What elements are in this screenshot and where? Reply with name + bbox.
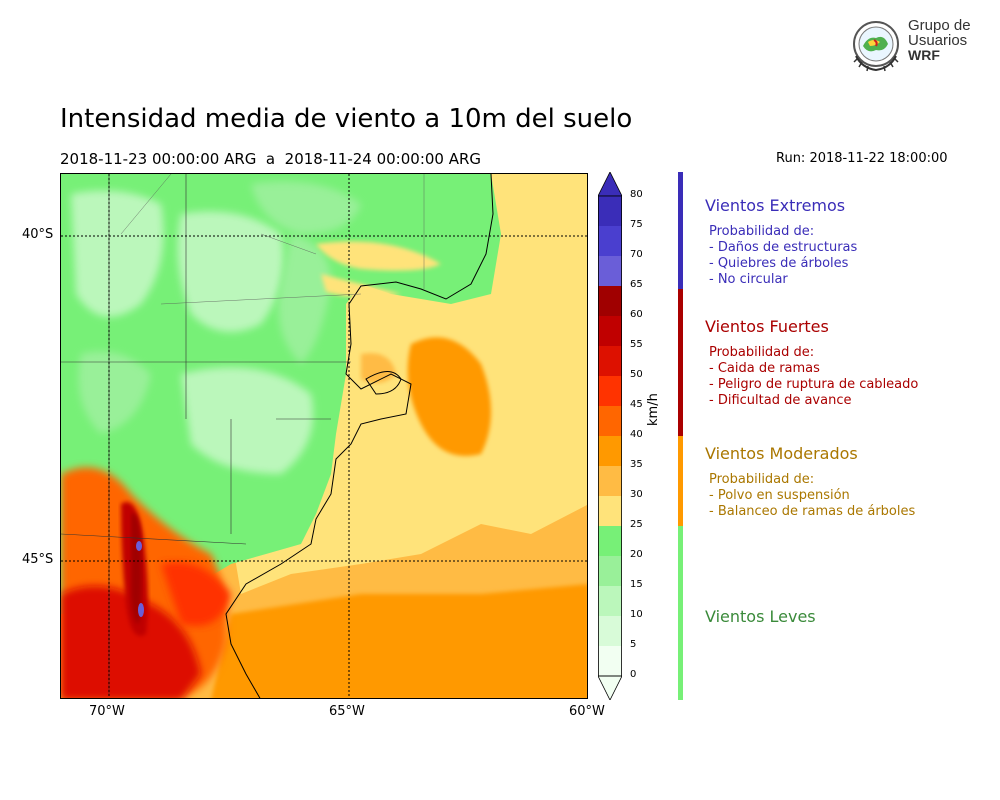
wind-field-svg xyxy=(61,174,587,698)
category-item: - Peligro de ruptura de cableado xyxy=(709,377,919,392)
colorbar-tick-label: 10 xyxy=(630,609,643,620)
wind-map xyxy=(60,173,588,699)
lon-label-60W: 60°W xyxy=(569,704,605,719)
lat-label-45S: 45°S xyxy=(22,552,54,567)
category-item: - No circular xyxy=(709,272,788,287)
colorbar-tick-label: 15 xyxy=(630,579,643,590)
coastline xyxy=(225,174,494,698)
colorbar-tick-label: 35 xyxy=(630,459,643,470)
lat-label-40S: 40°S xyxy=(22,227,54,242)
colorbar xyxy=(598,172,622,700)
colorbar-segment xyxy=(598,196,622,227)
wind-band-35-40 xyxy=(407,337,491,456)
logo-line-3: WRF xyxy=(908,47,940,63)
forecast-period: 2018-11-23 00:00:00 ARG a 2018-11-24 00:… xyxy=(60,150,482,168)
category-bar-moderate xyxy=(678,436,683,526)
colorbar-extend-top xyxy=(598,172,622,197)
logo-line-1: Grupo de xyxy=(908,17,971,34)
colorbar-tick-label: 30 xyxy=(630,489,643,500)
category-title: Vientos Extremos xyxy=(705,196,846,215)
category-title: Vientos Leves xyxy=(705,607,816,626)
category-item: - Dificultad de avance xyxy=(709,393,852,408)
colorbar-segment xyxy=(598,226,622,257)
category-bar-light xyxy=(678,526,683,700)
colorbar-segment xyxy=(598,286,622,317)
colorbar-tick-label: 0 xyxy=(630,669,637,680)
colorbar-unit: km/h xyxy=(646,393,661,426)
category-item: - Polvo en suspensión xyxy=(709,488,850,503)
colorbar-tick-label: 20 xyxy=(630,549,643,560)
category-item: - Daños de estructuras xyxy=(709,240,858,255)
colorbar-tick-label: 65 xyxy=(630,279,643,290)
colorbar-segment xyxy=(598,256,622,287)
colorbar-segment xyxy=(598,616,622,647)
colorbar-tick-label: 5 xyxy=(630,639,637,650)
category-prob: Probabilidad de: xyxy=(709,472,815,487)
colorbar-segment xyxy=(598,466,622,497)
category-prob: Probabilidad de: xyxy=(709,345,815,360)
colorbar-tick-label: 60 xyxy=(630,309,643,320)
colorbar-frame xyxy=(598,195,622,677)
run-timestamp: Run: 2018-11-22 18:00:00 xyxy=(776,151,948,166)
colorbar-segment xyxy=(598,436,622,467)
colorbar-segment xyxy=(598,406,622,437)
category-prob: Probabilidad de: xyxy=(709,224,815,239)
colorbar-tick-label: 75 xyxy=(630,219,643,230)
category-strong: Vientos Fuertes Probabilidad de: - Caida… xyxy=(705,317,918,409)
colorbar-tick-label: 45 xyxy=(630,399,643,410)
colorbar-segment xyxy=(598,556,622,587)
category-item: - Caida de ramas xyxy=(709,361,820,376)
category-title: Vientos Moderados xyxy=(705,444,858,463)
lon-label-65W: 65°W xyxy=(329,704,365,719)
colorbar-tick-label: 40 xyxy=(630,429,643,440)
colorbar-segment xyxy=(598,586,622,617)
category-bar-extreme xyxy=(678,172,683,289)
colorbar-tick-label: 25 xyxy=(630,519,643,530)
category-extreme: Vientos Extremos Probabilidad de: - Daño… xyxy=(705,196,857,288)
colorbar-segment xyxy=(598,646,622,677)
colorbar-segment xyxy=(598,526,622,557)
colorbar-segment xyxy=(598,496,622,527)
wind-band-65-70 xyxy=(136,541,142,551)
colorbar-tick-label: 70 xyxy=(630,249,643,260)
colorbar-tick-label: 50 xyxy=(630,369,643,380)
colorbar-tick-label: 55 xyxy=(630,339,643,350)
colorbar-segment xyxy=(598,346,622,377)
category-light: Vientos Leves xyxy=(705,607,816,626)
logo-line-2: Usuarios xyxy=(908,32,968,49)
colorbar-segment xyxy=(598,376,622,407)
category-item: - Quiebres de árboles xyxy=(709,256,849,271)
category-item: - Balanceo de ramas de árboles xyxy=(709,504,916,519)
map-title: Intensidad media de viento a 10m del sue… xyxy=(60,104,633,134)
colorbar-extend-bottom xyxy=(598,675,622,700)
category-bar-strong xyxy=(678,289,683,436)
category-moderate: Vientos Moderados Probabilidad de: - Pol… xyxy=(705,444,915,520)
colorbar-tick-label: 80 xyxy=(630,189,643,200)
wrf-globe-seal-icon xyxy=(853,21,899,72)
colorbar-segment xyxy=(598,316,622,347)
wrf-logo: Grupo de Usuarios WRF xyxy=(848,18,973,74)
lon-label-70W: 70°W xyxy=(89,704,125,719)
category-title: Vientos Fuertes xyxy=(705,317,829,336)
